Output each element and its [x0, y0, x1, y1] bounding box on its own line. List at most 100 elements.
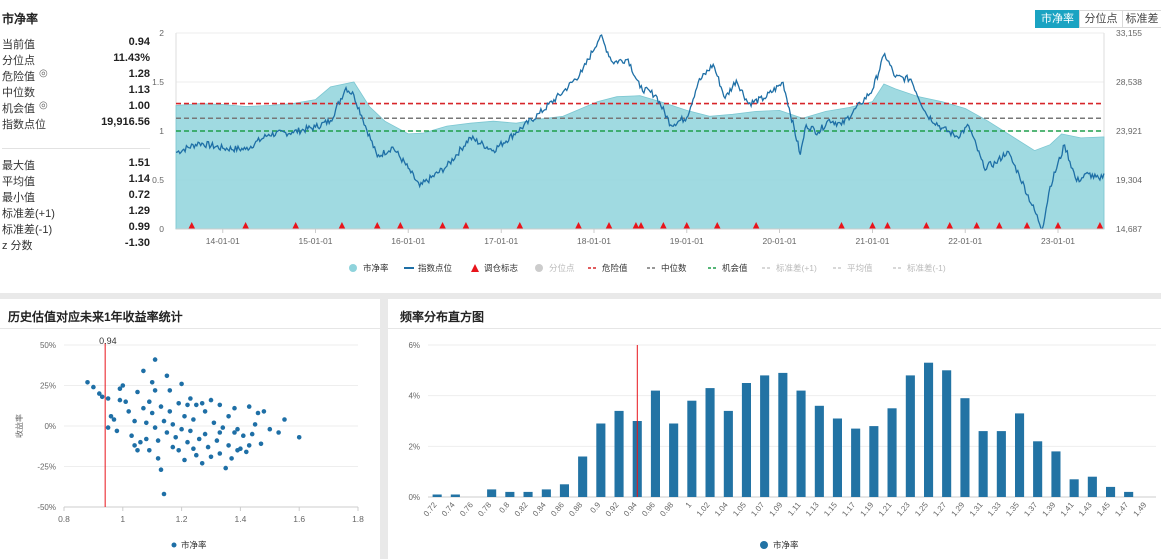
legend-item[interactable]: 标准差(+1): [762, 263, 817, 273]
scatter-point[interactable]: [235, 448, 240, 453]
scatter-point[interactable]: [188, 428, 193, 434]
histogram-bar[interactable]: [705, 388, 715, 497]
scatter-point[interactable]: [208, 397, 214, 403]
scatter-point[interactable]: [182, 457, 187, 463]
scatter-point[interactable]: [241, 433, 246, 438]
scatter-point[interactable]: [205, 444, 211, 450]
tab-stddev[interactable]: 标准差: [1122, 10, 1161, 28]
rebalance-marker[interactable]: [292, 222, 300, 229]
histogram-bar[interactable]: [996, 431, 1006, 497]
scatter-point[interactable]: [158, 404, 164, 409]
scatter-point[interactable]: [282, 417, 287, 422]
scatter-point[interactable]: [141, 368, 146, 374]
legend-item[interactable]: 市净率: [349, 263, 389, 273]
histogram-bar[interactable]: [814, 405, 824, 497]
scatter-chart[interactable]: -50% -25% 0% 25% 50% 0.8 1 1.2 1.4 1.6 1.8 收益率 0.94 市…: [0, 299, 380, 559]
scatter-point[interactable]: [167, 388, 173, 393]
scatter-point[interactable]: [176, 448, 181, 453]
histogram-bar[interactable]: [687, 400, 697, 497]
scatter-point[interactable]: [114, 428, 120, 434]
scatter-point[interactable]: [155, 438, 161, 443]
histogram-bar[interactable]: [942, 370, 952, 497]
scatter-point[interactable]: [97, 391, 102, 396]
histogram-chart[interactable]: 0%2%4%6%0.72 0.74 0.76 0.78 0.8 0.82 0.84 0.86 0…: [388, 299, 1161, 559]
histogram-bar[interactable]: [978, 431, 988, 497]
scatter-point[interactable]: [246, 443, 252, 448]
rebalance-marker[interactable]: [605, 222, 613, 229]
scatter-point[interactable]: [129, 433, 134, 438]
scatter-point[interactable]: [199, 401, 205, 406]
histogram-bar[interactable]: [669, 423, 679, 498]
target-icon[interactable]: ◎: [39, 68, 48, 79]
rebalance-marker[interactable]: [752, 222, 760, 229]
histogram-bar[interactable]: [1033, 441, 1043, 497]
rebalance-marker[interactable]: [995, 222, 1003, 229]
histogram-bar[interactable]: [869, 426, 879, 497]
scatter-point[interactable]: [208, 454, 214, 460]
scatter-point[interactable]: [252, 422, 258, 427]
legend-item[interactable]: 调仓标志: [471, 263, 519, 273]
rebalance-marker[interactable]: [396, 222, 404, 229]
scatter-point[interactable]: [246, 404, 252, 409]
histogram-bar[interactable]: [905, 375, 915, 497]
rebalance-marker[interactable]: [973, 222, 981, 229]
scatter-point[interactable]: [132, 443, 137, 448]
histogram-bar[interactable]: [432, 494, 442, 498]
scatter-point[interactable]: [214, 438, 220, 443]
rebalance-marker[interactable]: [1023, 222, 1031, 229]
rebalance-marker[interactable]: [439, 222, 447, 229]
rebalance-marker[interactable]: [242, 222, 250, 229]
histogram-bar[interactable]: [741, 383, 751, 497]
scatter-point[interactable]: [158, 467, 164, 472]
legend-item[interactable]: 机会值: [708, 263, 748, 273]
rebalance-marker[interactable]: [1054, 222, 1062, 229]
histogram-bar[interactable]: [578, 456, 588, 498]
scatter-point[interactable]: [202, 409, 208, 414]
scatter-point[interactable]: [144, 420, 149, 426]
scatter-point[interactable]: [161, 491, 167, 497]
rebalance-marker[interactable]: [1096, 222, 1104, 229]
tab-percentile[interactable]: 分位点: [1079, 10, 1123, 28]
scatter-point[interactable]: [164, 430, 170, 435]
histogram-bar[interactable]: [760, 375, 770, 497]
histogram-bar[interactable]: [487, 489, 497, 497]
rebalance-marker[interactable]: [188, 222, 196, 229]
scatter-point[interactable]: [141, 405, 146, 411]
tab-pb[interactable]: 市净率: [1035, 10, 1080, 28]
scatter-point[interactable]: [173, 435, 178, 440]
scatter-point[interactable]: [235, 426, 240, 432]
rebalance-marker[interactable]: [516, 222, 524, 229]
histogram-bar[interactable]: [1087, 476, 1097, 497]
scatter-point[interactable]: [255, 410, 261, 416]
histogram-bar[interactable]: [450, 494, 460, 498]
histogram-bar[interactable]: [541, 489, 551, 497]
scatter-point[interactable]: [155, 456, 161, 461]
scatter-point[interactable]: [185, 402, 190, 408]
histogram-bar[interactable]: [723, 410, 733, 497]
histogram-bar[interactable]: [1106, 486, 1116, 497]
scatter-point[interactable]: [99, 394, 105, 400]
legend-item[interactable]: 危险值: [588, 263, 628, 273]
histogram-bar[interactable]: [960, 398, 970, 497]
rebalance-marker[interactable]: [946, 222, 954, 229]
scatter-point[interactable]: [167, 409, 173, 414]
histogram-bar[interactable]: [1015, 413, 1025, 497]
rebalance-marker[interactable]: [922, 222, 930, 229]
scatter-point[interactable]: [152, 388, 158, 393]
scatter-point[interactable]: [126, 409, 131, 414]
legend-item[interactable]: 平均值: [833, 263, 873, 273]
scatter-point[interactable]: [147, 399, 152, 404]
scatter-point[interactable]: [105, 425, 111, 430]
legend-item[interactable]: 市净率: [760, 540, 799, 550]
scatter-point[interactable]: [199, 461, 205, 466]
rebalance-marker[interactable]: [462, 222, 470, 229]
histogram-bar[interactable]: [650, 390, 660, 497]
histogram-bar[interactable]: [887, 408, 897, 497]
scatter-point[interactable]: [149, 380, 155, 385]
histogram-bar[interactable]: [778, 372, 788, 497]
scatter-point[interactable]: [170, 422, 176, 427]
scatter-point[interactable]: [261, 409, 267, 414]
scatter-point[interactable]: [226, 443, 231, 448]
rebalance-marker[interactable]: [683, 222, 691, 229]
histogram-bar[interactable]: [614, 410, 624, 497]
